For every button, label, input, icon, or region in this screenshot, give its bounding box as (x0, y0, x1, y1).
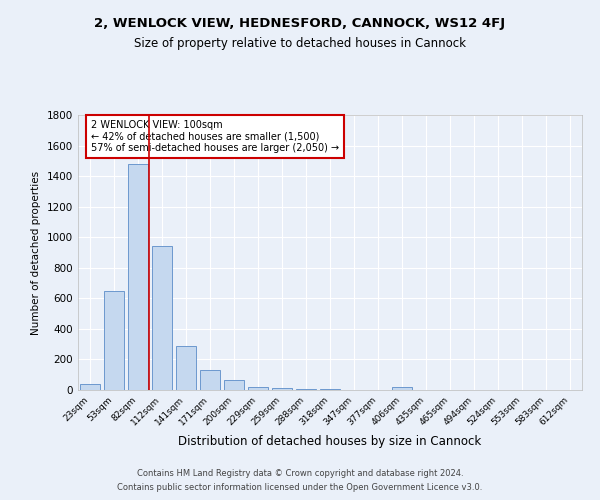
Bar (296, 389, 316, 390)
Text: 2, WENLOCK VIEW, HEDNESFORD, CANNOCK, WS12 4FJ: 2, WENLOCK VIEW, HEDNESFORD, CANNOCK, WS… (94, 18, 506, 30)
Bar (128, 164, 148, 390)
Bar (272, 388, 292, 390)
X-axis label: Distribution of detached houses by size in Cannock: Distribution of detached houses by size … (178, 436, 482, 448)
Bar (200, 370, 220, 390)
Bar (104, 290, 124, 390)
Bar (80, 384, 100, 390)
Bar (224, 380, 244, 390)
Text: Contains HM Land Registry data © Crown copyright and database right 2024.: Contains HM Land Registry data © Crown c… (137, 468, 463, 477)
Text: 2 WENLOCK VIEW: 100sqm
← 42% of detached houses are smaller (1,500)
57% of semi-: 2 WENLOCK VIEW: 100sqm ← 42% of detached… (91, 120, 340, 153)
Bar (392, 387, 412, 390)
Y-axis label: Number of detached properties: Number of detached properties (31, 170, 41, 334)
Bar (176, 346, 196, 390)
Bar (152, 246, 172, 390)
Bar (248, 386, 268, 390)
Text: Size of property relative to detached houses in Cannock: Size of property relative to detached ho… (134, 38, 466, 51)
Text: Contains public sector information licensed under the Open Government Licence v3: Contains public sector information licen… (118, 484, 482, 492)
